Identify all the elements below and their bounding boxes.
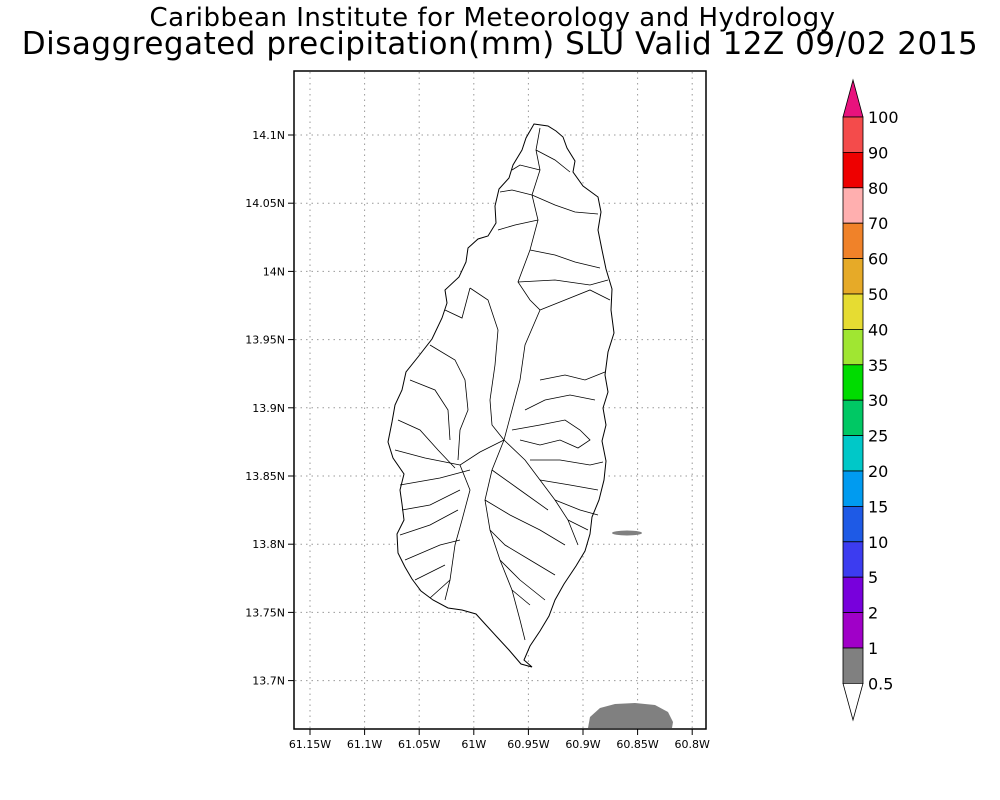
- lat-tick-label: 14.1N: [252, 129, 285, 142]
- precip-patch-east: [612, 530, 642, 536]
- island-outline: [387, 123, 615, 668]
- colorbar-swatch: [842, 187, 864, 224]
- lon-tick-label: 60.95W: [507, 738, 549, 751]
- lat-tick-label: 13.95N: [245, 334, 285, 347]
- colorbar-top-arrow: [842, 78, 864, 118]
- watershed-boundaries: [394, 127, 611, 641]
- colorbar-level-label: 40: [868, 320, 888, 339]
- colorbar-level-label: 70: [868, 214, 888, 233]
- colorbar-swatch: [842, 435, 864, 472]
- colorbar-level-label: 2: [868, 604, 878, 623]
- lat-tick-label: 13.75N: [245, 606, 285, 619]
- colorbar-swatch: [842, 399, 864, 437]
- precip-patch-southeast: [588, 703, 673, 728]
- colorbar-level-label: 10: [868, 533, 888, 552]
- colorbar-level-label: 80: [868, 179, 888, 198]
- colorbar-level-label: 100: [868, 108, 899, 127]
- lon-tick-label: 61W: [461, 738, 486, 751]
- lon-tick-label: 61.05W: [398, 738, 440, 751]
- colorbar-level-label: 35: [868, 356, 888, 375]
- colorbar-swatch: [842, 647, 864, 684]
- colorbar-level-label: 15: [868, 497, 888, 516]
- latitude-axis: 14.1N 14.05N 14N 13.95N 13.9N 13.85N 13.8N 13.7…: [245, 129, 294, 688]
- colorbar-level-label: 30: [868, 391, 888, 410]
- colorbar-swatch: [842, 222, 864, 259]
- lon-tick-label: 60.8W: [675, 738, 710, 751]
- colorbar-level-label: 25: [868, 427, 888, 446]
- lon-tick-label: 61.1W: [347, 738, 382, 751]
- lat-tick-label: 14N: [263, 265, 285, 278]
- colorbar: 100 90 80 70 60 50 40 35 30 25 20 15 10 5 2 1 0.5: [842, 78, 899, 722]
- colorbar-swatch: [842, 612, 864, 649]
- lat-tick-label: 13.9N: [252, 402, 285, 415]
- colorbar-swatch: [842, 364, 864, 401]
- colorbar-level-label: 1: [868, 639, 878, 658]
- colorbar-bottom-arrow: [842, 683, 864, 722]
- lat-tick-label: 13.85N: [245, 470, 285, 483]
- institute-title: Caribbean Institute for Meteorology and …: [149, 3, 836, 33]
- lon-tick-label: 60.9W: [565, 738, 600, 751]
- colorbar-level-label: 60: [868, 250, 888, 269]
- colorbar-swatch: [842, 293, 864, 330]
- lon-tick-label: 61.15W: [289, 738, 331, 751]
- product-title: Disaggregated precipitation(mm) SLU Vali…: [21, 26, 979, 62]
- colorbar-swatch: [842, 116, 864, 153]
- lat-tick-label: 13.8N: [252, 538, 285, 551]
- lat-tick-label: 13.7N: [252, 675, 285, 688]
- colorbar-swatch: [842, 505, 864, 543]
- colorbar-level-label: 90: [868, 143, 888, 162]
- colorbar-swatch: [842, 576, 864, 614]
- lat-tick-label: 14.05N: [245, 197, 285, 210]
- colorbar-level-label: 0.5: [868, 674, 893, 693]
- colorbar-swatch: [842, 541, 864, 578]
- longitude-axis: 61.15W 61.1W 61.05W 61W 60.95W 60.9W 60.85W 60.…: [289, 729, 710, 751]
- colorbar-swatch: [842, 258, 864, 295]
- lon-tick-label: 60.85W: [616, 738, 658, 751]
- colorbar-swatch: [842, 470, 864, 507]
- colorbar-level-label: 5: [868, 568, 878, 587]
- colorbar-swatch: [842, 151, 864, 189]
- colorbar-level-label: 20: [868, 462, 888, 481]
- colorbar-level-label: 50: [868, 285, 888, 304]
- colorbar-swatch: [842, 328, 864, 366]
